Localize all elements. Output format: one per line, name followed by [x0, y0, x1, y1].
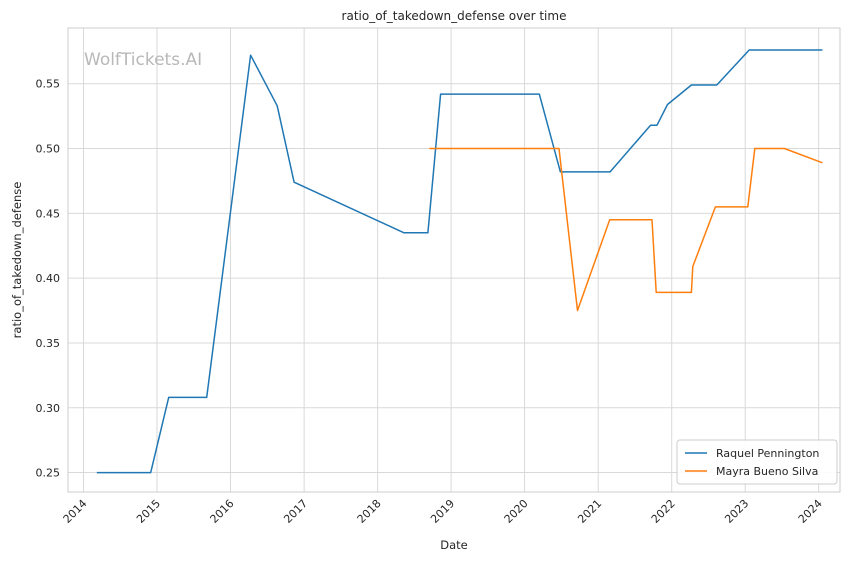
legend: Raquel Pennington Mayra Bueno Silva	[676, 439, 838, 485]
plot-frame	[67, 27, 841, 493]
y-tick-labels: 0.25 0.30 0.35 0.40 0.45 0.50 0.55	[36, 78, 61, 480]
y-tick-label: 0.30	[36, 402, 61, 415]
grid-lines	[68, 28, 840, 492]
y-tick-label: 0.40	[36, 272, 61, 285]
legend-label: Raquel Pennington	[716, 447, 819, 460]
y-tick-label: 0.25	[36, 467, 61, 480]
y-tick-label: 0.55	[36, 78, 61, 91]
y-axis-title: ratio_of_takedown_defense	[10, 182, 24, 339]
y-tick-label: 0.45	[36, 207, 61, 220]
y-tick-label: 0.50	[36, 143, 61, 156]
chart-title: ratio_of_takedown_defense over time	[342, 9, 567, 23]
legend-label: Mayra Bueno Silva	[716, 465, 818, 478]
watermark: WolfTickets.AI	[84, 50, 202, 70]
y-tick-label: 0.35	[36, 337, 61, 350]
x-axis-title: Date	[440, 538, 468, 552]
legend-box	[676, 439, 838, 485]
series-line	[96, 49, 823, 474]
series-line	[429, 147, 823, 312]
series-layer	[96, 49, 823, 474]
